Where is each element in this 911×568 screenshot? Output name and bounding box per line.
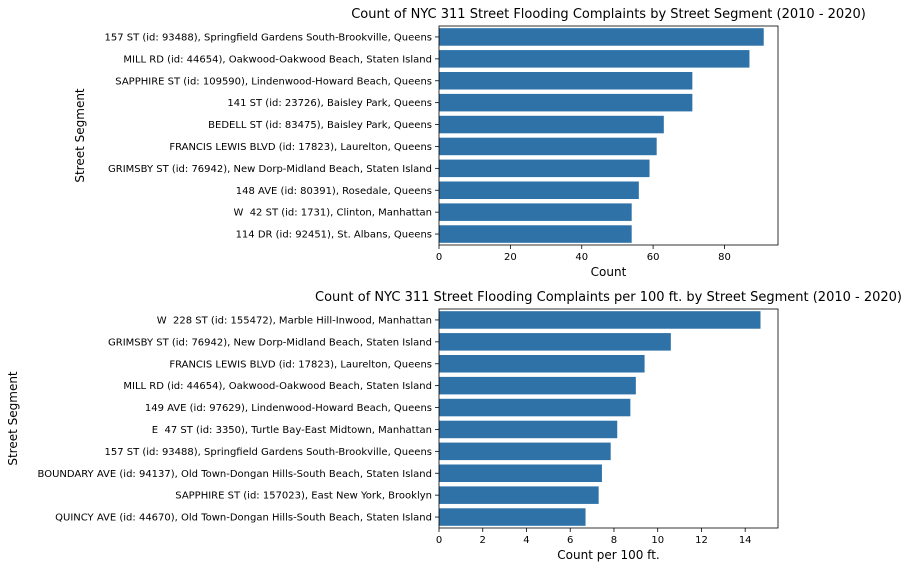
- category-label: 149 AVE (id: 97629), Lindenwood-Howard B…: [145, 403, 432, 414]
- chart-complaint-count: Count of NYC 311 Street Flooding Complai…: [73, 7, 866, 279]
- x-axis-label: Count per 100 ft.: [557, 548, 659, 562]
- category-label: SAPPHIRE ST (id: 109590), Lindenwood-How…: [115, 76, 432, 87]
- bar: [439, 137, 657, 156]
- category-label: W 228 ST (id: 155472), Marble Hill-Inwoo…: [157, 315, 432, 326]
- category-label: FRANCIS LEWIS BLVD (id: 17823), Laurelto…: [169, 142, 432, 153]
- plot-frame: [438, 308, 779, 529]
- x-tick-label: 10: [651, 535, 664, 546]
- bar: [439, 93, 693, 112]
- plot-frame: [438, 25, 779, 246]
- x-tick-label: 14: [739, 535, 752, 546]
- bar: [439, 398, 631, 417]
- category-label: 141 ST (id: 23726), Baisley Park, Queens: [227, 98, 432, 109]
- category-label: 157 ST (id: 93488), Springfield Gardens …: [104, 32, 432, 43]
- bar: [439, 376, 636, 395]
- category-label: 148 AVE (id: 80391), Rosedale, Queens: [236, 186, 432, 197]
- bar: [439, 115, 664, 134]
- x-tick-label: 60: [647, 252, 660, 263]
- x-tick-label: 0: [436, 535, 442, 546]
- bar: [439, 225, 632, 243]
- category-label: 157 ST (id: 93488), Springfield Gardens …: [104, 447, 432, 458]
- bar: [439, 354, 645, 373]
- x-axis-label: Count: [591, 265, 627, 279]
- bar: [439, 71, 693, 90]
- chart-title: Count of NYC 311 Street Flooding Complai…: [351, 7, 866, 22]
- x-tick-label: 20: [504, 252, 517, 263]
- bar: [439, 50, 750, 68]
- bar: [439, 464, 602, 483]
- bar: [439, 28, 764, 46]
- bar: [439, 420, 618, 439]
- category-label: W 42 ST (id: 1731), Clinton, Manhattan: [233, 208, 432, 219]
- bar: [439, 159, 650, 178]
- bar: [439, 181, 639, 200]
- x-tick-label: 4: [523, 535, 529, 546]
- bar: [439, 311, 761, 329]
- category-label: BOUNDARY AVE (id: 94137), Old Town-Donga…: [38, 469, 432, 480]
- bar: [439, 203, 632, 221]
- category-label: GRIMSBY ST (id: 76942), New Dorp-Midland…: [108, 337, 432, 348]
- category-label: SAPPHIRE ST (id: 157023), East New York,…: [175, 491, 432, 502]
- chart-title: Count of NYC 311 Street Flooding Complai…: [315, 290, 902, 305]
- category-label: QUINCY AVE (id: 44670), Old Town-Dongan …: [55, 513, 432, 524]
- x-tick-label: 0: [436, 252, 442, 263]
- x-tick-label: 80: [718, 252, 731, 263]
- category-label: MILL RD (id: 44654), Oakwood-Oakwood Bea…: [123, 54, 432, 65]
- x-tick-label: 6: [567, 535, 573, 546]
- y-axis-label: Street Segment: [73, 88, 87, 183]
- category-label: E 47 ST (id: 3350), Turtle Bay-East Midt…: [152, 425, 432, 436]
- chart-complaints-per-100ft: Count of NYC 311 Street Flooding Complai…: [6, 290, 902, 562]
- bar: [439, 333, 671, 351]
- category-label: GRIMSBY ST (id: 76942), New Dorp-Midland…: [108, 164, 432, 175]
- category-label: FRANCIS LEWIS BLVD (id: 17823), Laurelto…: [169, 359, 432, 370]
- bar: [439, 508, 586, 526]
- x-tick-label: 2: [480, 535, 486, 546]
- bar: [439, 442, 611, 461]
- category-label: BEDELL ST (id: 83475), Baisley Park, Que…: [208, 120, 432, 131]
- x-tick-label: 12: [695, 535, 708, 546]
- category-label: MILL RD (id: 44654), Oakwood-Oakwood Bea…: [123, 381, 432, 392]
- bar: [439, 486, 599, 504]
- category-label: 114 DR (id: 92451), St. Albans, Queens: [236, 230, 432, 241]
- y-axis-label: Street Segment: [6, 371, 20, 466]
- x-tick-label: 8: [611, 535, 617, 546]
- x-tick-label: 40: [575, 252, 588, 263]
